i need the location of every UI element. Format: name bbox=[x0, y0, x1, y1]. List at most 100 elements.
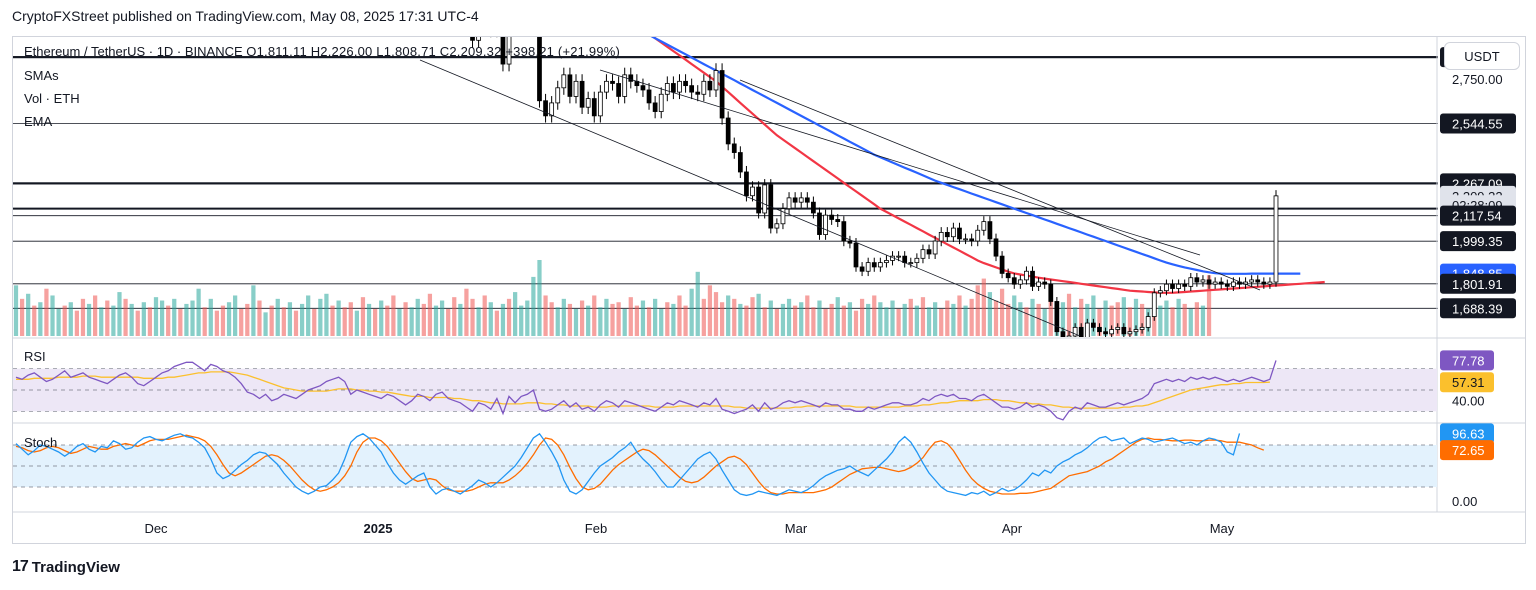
volume-bar bbox=[1121, 297, 1126, 336]
volume-bar bbox=[153, 297, 159, 336]
volume-bar bbox=[1030, 298, 1035, 336]
volume-bar bbox=[622, 308, 627, 336]
volume-bar bbox=[178, 308, 183, 336]
volume-bar bbox=[129, 303, 134, 336]
volume-bar bbox=[841, 305, 846, 336]
sma-slow-line bbox=[651, 37, 1325, 294]
volume-bar bbox=[56, 308, 61, 336]
stoch-k-line bbox=[15, 432, 1241, 497]
indicator-volume-label[interactable]: Vol · ETH bbox=[24, 91, 80, 106]
indicator-ema-label[interactable]: EMA bbox=[24, 114, 53, 129]
volume-bar bbox=[999, 288, 1005, 336]
volume-bar bbox=[476, 307, 481, 336]
volume-bar bbox=[1024, 307, 1029, 336]
candle-body bbox=[549, 102, 555, 117]
symbol-name[interactable]: Ethereum / TetherUS · 1D · BINANCE bbox=[24, 44, 243, 59]
volume-bar bbox=[281, 307, 286, 336]
candle-body bbox=[817, 212, 822, 235]
volume-bar bbox=[646, 307, 652, 336]
candle-body bbox=[1097, 326, 1102, 333]
volume-bar bbox=[50, 295, 55, 336]
volume-bar bbox=[1012, 295, 1017, 336]
volume-bar bbox=[933, 302, 938, 336]
volume-bar bbox=[166, 305, 171, 336]
tradingview-footer[interactable]: 17 TradingView bbox=[12, 558, 120, 576]
candle-body bbox=[610, 80, 615, 84]
candle-body bbox=[731, 143, 737, 153]
volume-bar bbox=[421, 303, 426, 336]
volume-bar bbox=[969, 298, 974, 336]
volume-bar bbox=[159, 300, 165, 336]
volume-bar bbox=[500, 303, 506, 336]
volume-bar bbox=[707, 285, 713, 336]
volume-bar bbox=[1158, 305, 1163, 336]
volume-bar bbox=[786, 298, 792, 336]
volume-bar bbox=[701, 298, 706, 336]
volume-bar bbox=[38, 302, 43, 336]
candle-body bbox=[829, 214, 835, 220]
volume-bar bbox=[99, 307, 104, 336]
stoch-axis-label: 96.63 bbox=[1452, 426, 1485, 441]
volume-bar bbox=[598, 307, 603, 336]
trendline-0[interactable] bbox=[419, 59, 1081, 337]
candle-body bbox=[470, 37, 475, 41]
volume-bar bbox=[257, 300, 262, 336]
volume-bar bbox=[44, 288, 49, 336]
indicator-sma-label[interactable]: SMAs bbox=[24, 68, 59, 83]
volume-bar bbox=[1188, 308, 1193, 336]
candle-body bbox=[865, 262, 871, 272]
volume-bar bbox=[738, 303, 743, 336]
candle-body bbox=[1151, 292, 1157, 317]
volume-bar bbox=[713, 292, 719, 336]
volume-bar bbox=[993, 300, 999, 336]
currency-button[interactable]: USDT bbox=[1444, 42, 1520, 70]
price-axis-label-bg-10 bbox=[1440, 298, 1516, 319]
volume-bar bbox=[695, 271, 700, 336]
candle-body bbox=[1224, 283, 1230, 287]
volume-bar bbox=[634, 305, 639, 336]
volume-bar bbox=[665, 302, 670, 336]
volume-bar bbox=[68, 302, 73, 336]
candle-body bbox=[664, 83, 670, 95]
volume-bar bbox=[482, 295, 487, 336]
candle-body bbox=[744, 171, 749, 197]
volume-bar bbox=[592, 295, 597, 336]
volume-bar bbox=[884, 307, 889, 336]
volume-bar bbox=[494, 310, 499, 336]
volume-bar bbox=[811, 307, 816, 336]
candle-body bbox=[877, 262, 883, 268]
volume-bar bbox=[1073, 307, 1078, 336]
volume-bar bbox=[135, 310, 140, 336]
symbol-legend[interactable]: Ethereum / TetherUS · 1D · BINANCE O1,81… bbox=[24, 44, 620, 59]
candle-body bbox=[671, 83, 676, 93]
volume-bar bbox=[537, 260, 542, 336]
candle-body bbox=[993, 238, 999, 257]
candle-body bbox=[707, 80, 713, 91]
candle-body bbox=[1091, 322, 1096, 328]
volume-bar bbox=[719, 302, 725, 336]
stoch-pane-label[interactable]: Stoch bbox=[24, 435, 58, 450]
volume-bar bbox=[1115, 302, 1120, 336]
candle-body bbox=[841, 221, 847, 242]
volume-bar bbox=[86, 303, 92, 336]
candle-body bbox=[1121, 326, 1127, 335]
rsi-pane-label[interactable]: RSI bbox=[24, 349, 46, 364]
volume-bar bbox=[902, 303, 907, 336]
volume-bar bbox=[275, 298, 280, 336]
volume-bar bbox=[464, 288, 469, 336]
candle-body bbox=[555, 87, 561, 104]
volume-bar bbox=[726, 295, 731, 336]
volume-bar bbox=[926, 307, 932, 336]
rsi-axis-label: 77.78 bbox=[1452, 353, 1485, 368]
volume-bar bbox=[1042, 308, 1047, 336]
candle-body bbox=[908, 262, 914, 265]
candle-body bbox=[616, 83, 621, 97]
volume-bar bbox=[1006, 303, 1011, 336]
candle-body bbox=[519, 0, 523, 12]
trendline-2[interactable] bbox=[599, 69, 1201, 256]
candle-body bbox=[798, 197, 804, 203]
trendline-1[interactable] bbox=[739, 79, 1261, 291]
candle-body bbox=[963, 238, 968, 241]
candle-body bbox=[1072, 326, 1078, 337]
